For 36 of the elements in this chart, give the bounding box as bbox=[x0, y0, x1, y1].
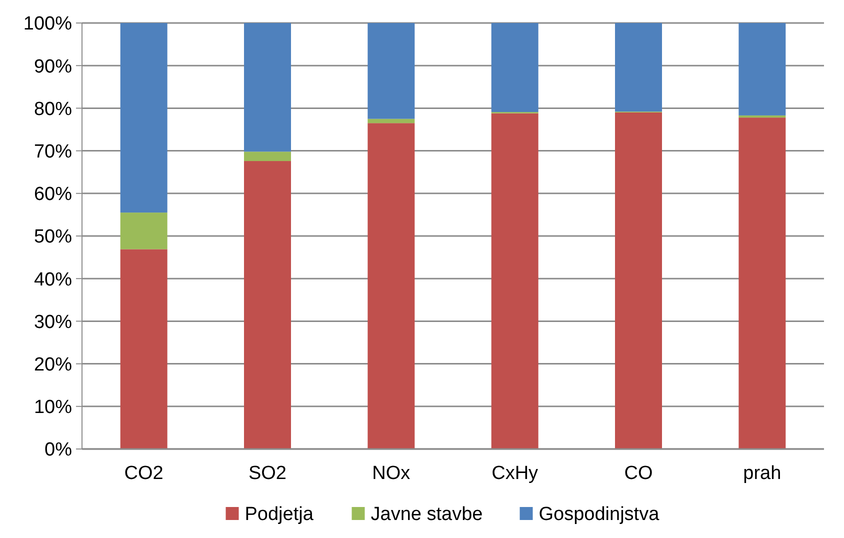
x-tick-label: SO2 bbox=[248, 463, 287, 484]
bar bbox=[368, 123, 415, 449]
bar bbox=[244, 161, 291, 449]
y-tick-label: 90% bbox=[34, 56, 72, 78]
y-tick-label: 20% bbox=[34, 354, 72, 376]
y-tick-label: 10% bbox=[34, 397, 72, 418]
y-tick-label: 40% bbox=[34, 269, 72, 290]
y-tick-label: 0% bbox=[44, 440, 72, 461]
y-tick-label: 100% bbox=[23, 14, 72, 35]
legend-label: Podjetja bbox=[244, 504, 314, 525]
bar bbox=[738, 118, 786, 449]
y-tick-label: 60% bbox=[34, 184, 72, 206]
bar bbox=[368, 118, 415, 124]
y-tick-label: 50% bbox=[34, 226, 72, 248]
bar bbox=[738, 115, 786, 118]
bar bbox=[120, 212, 168, 250]
bar bbox=[491, 23, 538, 112]
bar bbox=[615, 112, 662, 449]
bar bbox=[244, 152, 291, 162]
x-tick-label: prah bbox=[743, 463, 782, 484]
y-tick-label: 80% bbox=[34, 98, 72, 120]
bar bbox=[120, 249, 168, 449]
legend-label: Gospodinjstva bbox=[538, 504, 660, 525]
x-tick-label: CO2 bbox=[124, 463, 164, 484]
bar bbox=[368, 23, 415, 119]
bar bbox=[491, 113, 538, 449]
bar bbox=[120, 23, 168, 213]
y-tick-label: 30% bbox=[34, 312, 72, 333]
bar bbox=[615, 23, 662, 112]
x-tick-label: CxHy bbox=[492, 463, 539, 484]
x-tick-label: NOx bbox=[372, 463, 411, 484]
bar bbox=[244, 23, 291, 152]
legend-label: Javne stavbe bbox=[370, 504, 483, 525]
bar bbox=[738, 23, 786, 116]
y-tick-label: 70% bbox=[34, 141, 72, 162]
x-tick-label: CO bbox=[624, 463, 653, 484]
